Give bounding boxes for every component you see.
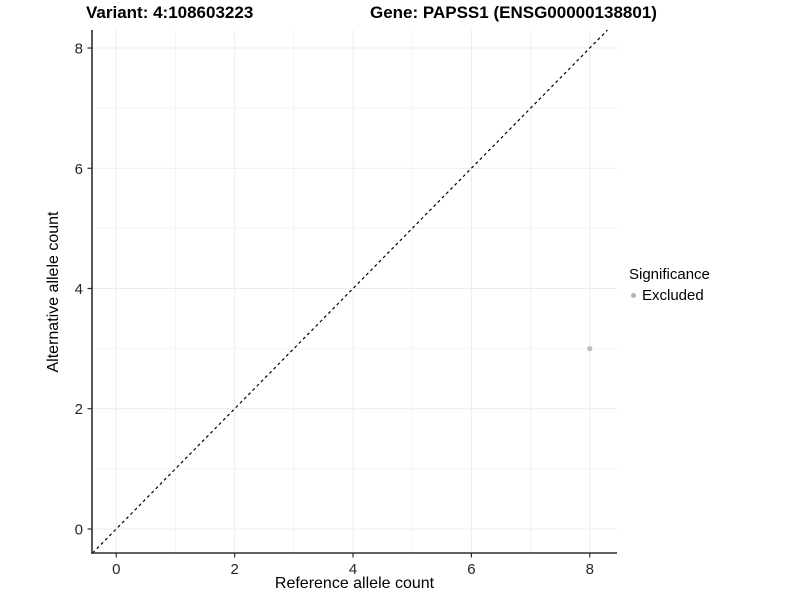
x-tick-label: 4: [349, 561, 357, 578]
legend-title: Significance: [629, 266, 710, 283]
legend-point-icon: [631, 293, 636, 298]
x-tick-label: 0: [112, 561, 120, 578]
y-tick-label: 2: [75, 401, 83, 418]
title-gene: Gene: PAPSS1 (ENSG00000138801): [370, 3, 657, 22]
x-axis-title: Reference allele count: [274, 575, 435, 592]
legend-item-excluded: Excluded: [629, 287, 710, 304]
legend: Significance Excluded: [629, 266, 710, 304]
y-tick-label: 4: [75, 281, 83, 298]
y-tick-label: 6: [75, 161, 83, 178]
y-tick-label: 8: [75, 41, 83, 58]
x-tick-label: 8: [586, 561, 594, 578]
title-variant: Variant: 4:108603223: [86, 3, 254, 22]
data-point: [587, 346, 593, 352]
legend-item-label: Excluded: [642, 287, 704, 304]
identity-line: [92, 29, 608, 554]
x-tick-label: 6: [467, 561, 475, 578]
y-axis-title: Alternative allele count: [45, 211, 62, 373]
y-tick-label: 0: [75, 521, 83, 538]
x-tick-label: 2: [230, 561, 238, 578]
